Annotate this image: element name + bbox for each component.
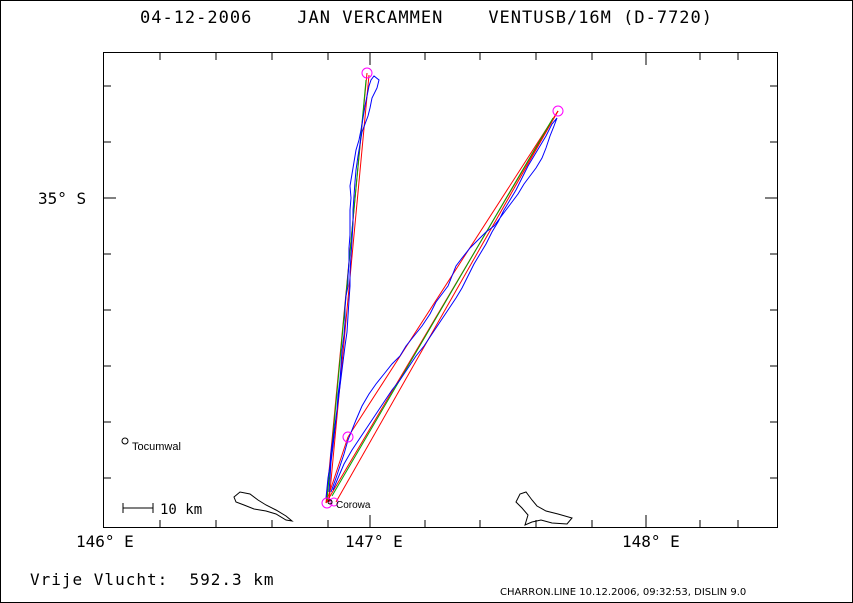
free-flight-value: 592.3 km xyxy=(189,570,275,589)
turnpoint-north xyxy=(361,67,373,79)
turnpoints xyxy=(321,67,564,509)
lake-outline-right xyxy=(515,491,573,526)
corowa-marker xyxy=(327,499,333,505)
place-label-tocumwal: Tocumwal xyxy=(132,441,181,453)
free-flight-distance: Vrije Vlucht: 592.3 km xyxy=(30,570,275,589)
gps-track xyxy=(325,75,558,499)
y-minor-ticks xyxy=(104,85,777,479)
flight-title: 04-12-2006 JAN VERCAMMEN VENTUSB/16M (D-… xyxy=(139,8,714,28)
x-minor-ticks xyxy=(159,53,739,527)
turnpoint-south xyxy=(342,431,354,443)
turnpoint-finish xyxy=(329,497,339,507)
scale-bar xyxy=(122,503,154,513)
tocumwal-marker xyxy=(121,437,129,445)
free-flight-label: Vrije Vlucht: xyxy=(30,570,169,589)
scale-bar-label: 10 km xyxy=(160,502,202,518)
x-tick-label-148: 148° E xyxy=(622,532,680,551)
x-tick-label-147: 147° E xyxy=(345,532,403,551)
x-tick-label-146: 146° E xyxy=(76,532,134,551)
river-outline-left xyxy=(233,491,294,522)
y-tick-label-35s: 35° S xyxy=(38,189,86,208)
plot-frame xyxy=(103,52,778,528)
place-label-corowa: Corowa xyxy=(336,500,371,511)
footer-info: CHARRON.LINE 10.12.2006, 09:32:53, DISLI… xyxy=(500,587,747,598)
x-major-ticks xyxy=(369,53,647,527)
turnpoint-east xyxy=(552,105,564,117)
